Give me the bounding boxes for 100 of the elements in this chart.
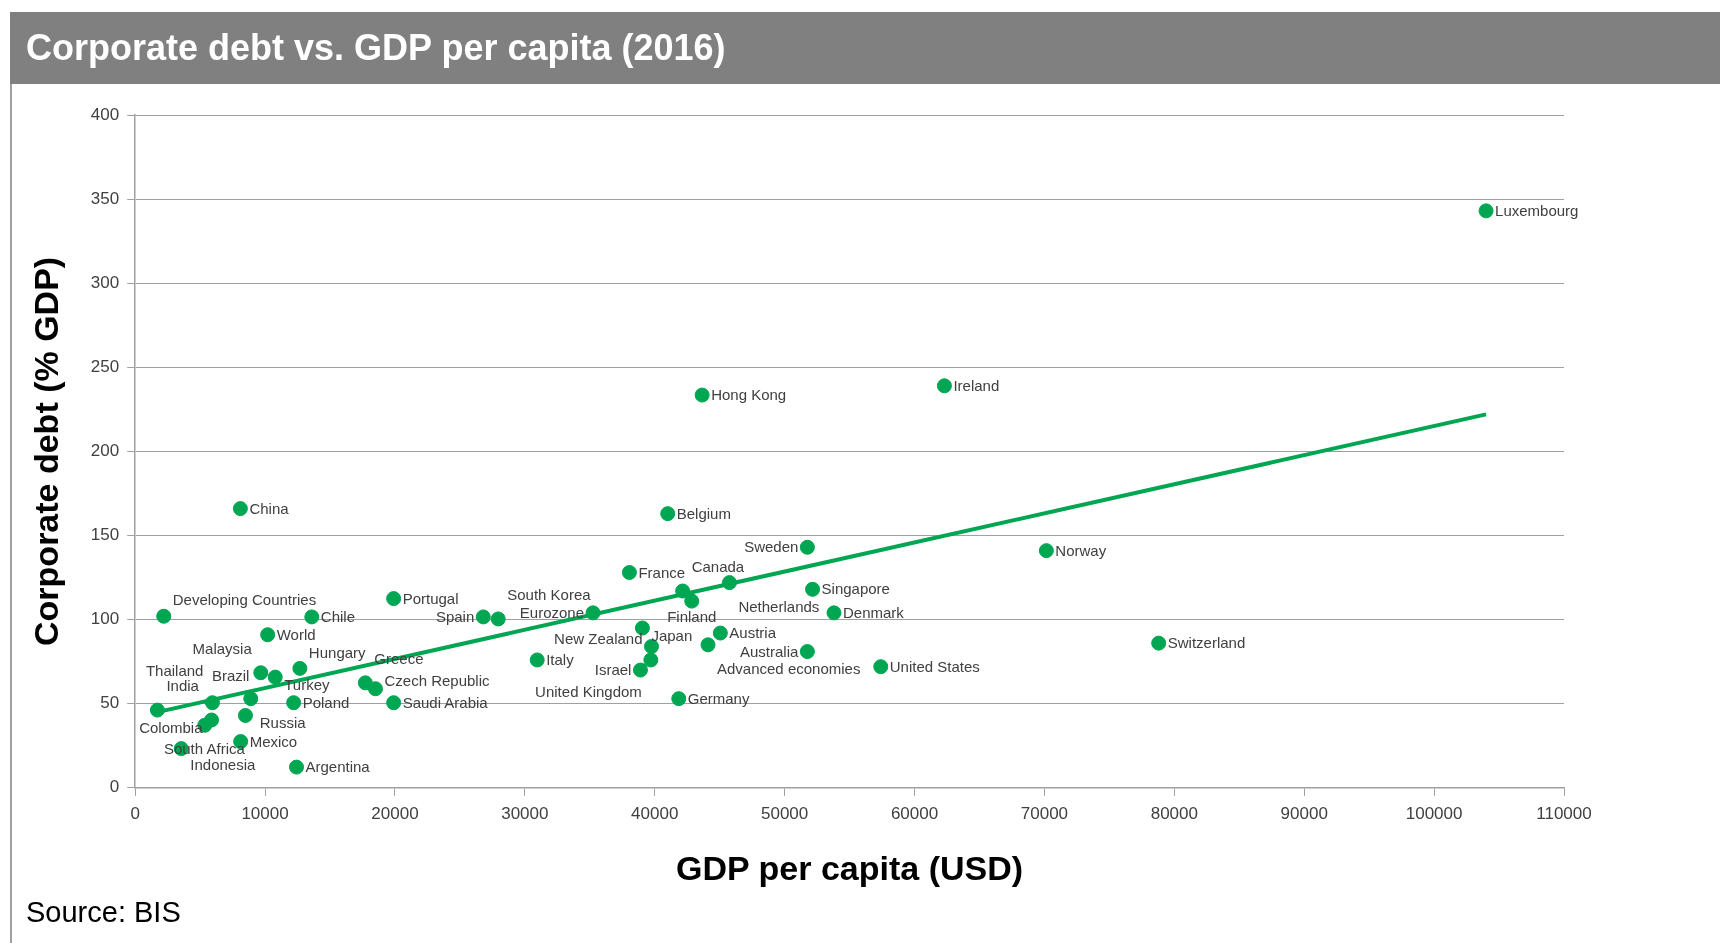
point [232,501,248,517]
annotation: Austria [729,624,777,642]
point [243,691,259,707]
annotation: Eurozone [519,604,585,622]
annotation: Italy [546,651,575,669]
point [288,759,304,775]
annotation: India [166,677,200,695]
point [156,608,172,624]
annotation: Argentina [305,758,371,776]
annotation: South Korea [507,586,592,604]
y-tick-label: 250 [90,356,120,376]
point [1478,203,1494,219]
point [643,652,659,668]
source-note: Source: BIS [26,896,181,929]
point [260,627,276,643]
point [632,662,648,678]
x-tick-label: 50000 [760,803,809,823]
point [1151,635,1167,651]
point [712,625,728,641]
point [149,702,165,718]
y-axis-title: Corporate debt (% GDP) [26,256,65,646]
annotation: Hong Kong [711,386,787,404]
x-tick-label: 10000 [241,803,289,823]
x-tick-label: 90000 [1280,803,1328,823]
annotation: Portugal [402,589,459,607]
point [367,681,383,697]
y-tick-label: 50 [100,693,120,713]
annotation: Mexico [249,732,298,750]
annotation: China [249,499,290,517]
annotation: Chile [320,608,356,626]
annotation: World [276,625,316,643]
point [721,575,737,591]
point [585,605,601,621]
annotation: Switzerland [1167,634,1246,652]
point [805,581,821,597]
y-tick-label: 150 [90,525,120,545]
point [267,669,283,685]
annotation: Israel [594,661,632,679]
annotation: Japan [651,627,693,645]
point [675,583,691,599]
annotation: Malaysia [192,639,253,657]
annotation: Turkey [284,676,330,694]
annotation: Finland [667,607,717,625]
annotation: Singapore [821,580,890,598]
point [292,660,308,676]
annotation: Developing Countries [172,591,317,609]
point [304,609,320,625]
y-tick-label: 300 [90,272,120,292]
x-tick-label: 0 [130,803,140,823]
annotation: United States [889,657,980,675]
annotation: Netherlands [738,597,820,615]
point [357,675,373,691]
point [684,593,700,609]
x-tick-label: 70000 [1020,803,1069,823]
annotation: Sweden [744,538,799,556]
annotation: Spain [435,608,475,626]
point [386,695,402,711]
point [529,652,545,668]
annotation: Denmark [842,604,905,622]
x-tick-label: 40000 [631,803,679,823]
y-tick-label: 200 [90,441,120,461]
x-tick-label: 110000 [1536,803,1592,823]
point [799,644,815,660]
point [621,565,637,580]
point [475,609,491,625]
y-tick-label: 0 [109,777,120,797]
annotation: Hungary [308,643,367,661]
annotation: Brazil [211,667,250,685]
annotation: Saudi Arabia [402,693,489,711]
x-tick-label: 60000 [890,803,939,823]
point [286,695,302,711]
annotation: France [638,563,686,581]
annotation: Indonesia [190,755,256,773]
point [799,539,815,555]
point [204,695,220,711]
annotation: Canada [691,558,745,576]
point [386,591,402,607]
x-tick-label: 20000 [371,803,419,823]
annotation: Germany [687,689,750,707]
annotation: Norway [1055,541,1107,559]
x-tick-label: 100000 [1405,803,1463,823]
point [826,605,842,621]
y-tick-label: 350 [90,188,120,208]
chart-title: Corporate debt vs. GDP per capita (2016) [10,12,1720,84]
annotation: Australia [740,642,800,660]
annotation: Thailand [145,661,204,679]
annotation: Ireland [953,376,1000,394]
x-tick-label: 30000 [501,803,549,823]
point [660,506,676,522]
annotation: Czech Republic [384,671,491,689]
x-tick-label: 80000 [1150,803,1198,823]
point [694,387,710,403]
point [700,637,716,653]
annotation: Poland [302,693,350,711]
point [253,665,269,681]
y-tick-label: 100 [90,609,120,629]
annotation: United Kingdom [535,683,642,701]
annotation: Russia [259,713,307,731]
annotation: Belgium [676,504,731,522]
point [237,707,253,723]
